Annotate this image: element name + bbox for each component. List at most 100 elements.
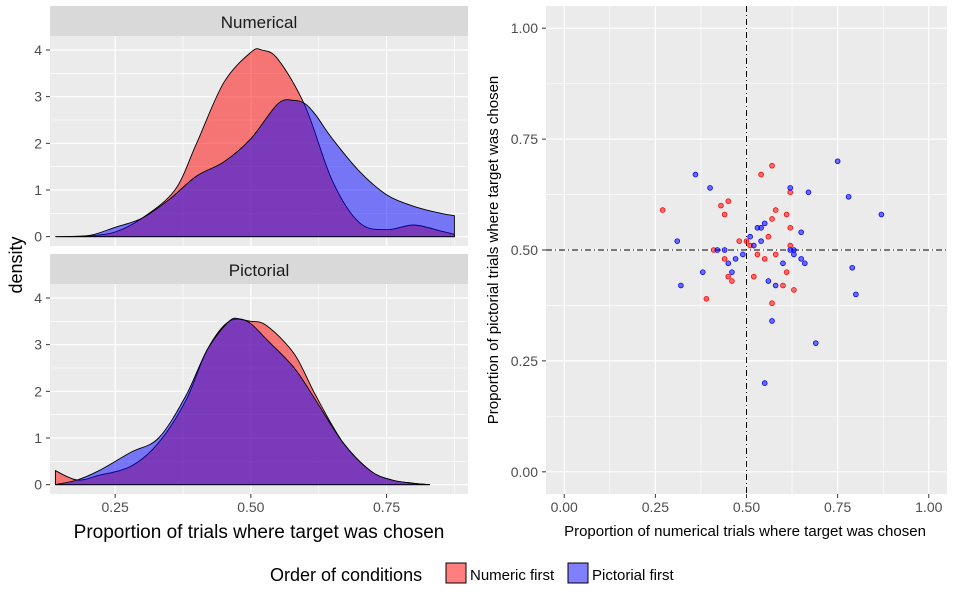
scatter-point-pictorial-first (769, 318, 775, 324)
y-tick-label: 2 (34, 135, 42, 151)
y-tick-label: 4 (34, 290, 42, 306)
scatter-point-pictorial-first (787, 185, 794, 191)
y-ticks-scatter: 0.00 0.25 0.50 0.75 1.00 (511, 20, 546, 480)
scatter-point-pictorial-first (798, 229, 804, 236)
density-area-numerical-pictorial-first (55, 99, 455, 238)
legend-label-pictorial-first: Pictorial first (592, 567, 675, 584)
scatter-point-pictorial-first (791, 251, 797, 258)
scatter-point-numeric-first (758, 171, 764, 178)
strip-numerical (50, 6, 468, 36)
y-tick-label: 2 (34, 383, 42, 399)
scatter-point-pictorial-first (725, 260, 732, 267)
strip-label-numerical: Numerical (221, 13, 298, 32)
y-tick-label: 3 (34, 89, 42, 105)
scatter-point-pictorial-first (707, 185, 713, 191)
scatter-point-numeric-first (761, 256, 768, 262)
y-tick-label: 0.50 (511, 242, 538, 258)
scatter-point-pictorial-first (714, 247, 721, 253)
x-ticks-density: 0.25 0.50 0.75 (102, 494, 400, 515)
legend: Order of conditions Numeric first Pictor… (270, 562, 675, 585)
scatter-point-numeric-first (783, 269, 790, 275)
legend-label-numeric-first: Numeric first (470, 567, 555, 584)
scatter-point-pictorial-first (853, 291, 859, 298)
scatter-point-pictorial-first (798, 256, 804, 262)
density-x-axis-label: Proportion of trials where target was ch… (74, 522, 445, 543)
scatter-point-numeric-first (772, 207, 779, 213)
scatter-point-numeric-first (769, 300, 775, 307)
reference-lines (546, 6, 947, 494)
density-y-axis-label: density (6, 236, 26, 293)
x-tick-label: 0.75 (373, 499, 400, 515)
scatter-point-pictorial-first (747, 233, 753, 240)
scatter-point-pictorial-first (758, 225, 764, 231)
y-tick-label: 1 (34, 430, 42, 446)
x-tick-label: 0.25 (642, 499, 669, 515)
scatter-point-pictorial-first (849, 264, 856, 271)
scatter-point-pictorial-first (761, 380, 768, 386)
density-areas-pictorial (54, 317, 431, 486)
scatter-point-numeric-first (787, 225, 794, 231)
strip-pictorial (50, 254, 468, 284)
x-tick-label: 0.25 (102, 499, 129, 515)
scatter-point-pictorial-first (750, 242, 757, 249)
density-areas-numerical (55, 48, 455, 238)
scatter-point-pictorial-first (845, 193, 852, 200)
scatter-point-numeric-first (725, 273, 732, 280)
scatter-point-numeric-first (769, 216, 775, 222)
scatter-point-numeric-first (721, 211, 728, 218)
scatter-point-pictorial-first (758, 238, 764, 244)
scatter-point-pictorial-first (772, 282, 779, 289)
scatter-point-numeric-first (729, 278, 735, 284)
scatter-x-axis-label: Proportion of numerical trials where tar… (564, 523, 926, 540)
x-tick-label: 0.00 (551, 499, 578, 515)
scatter-point-numeric-first (743, 238, 750, 244)
y-tick-label: 0.00 (511, 464, 538, 480)
x-tick-label: 0.50 (237, 499, 264, 515)
density-area-pictorial-pictorial-first (55, 317, 431, 486)
scatter-point-numeric-first (703, 295, 710, 302)
scatter-point-numeric-first (783, 211, 790, 218)
y-tick-label: 0.25 (511, 353, 538, 369)
scatter-point-pictorial-first (699, 269, 706, 275)
x-ticks-scatter: 0.00 0.25 0.50 0.75 1.00 (551, 494, 943, 515)
y-tick-label: 0 (34, 477, 42, 493)
scatter-point-numeric-first (721, 256, 728, 262)
x-tick-label: 1.00 (915, 499, 942, 515)
scatter-point-pictorial-first (878, 211, 885, 218)
scatter-point-pictorial-first (729, 269, 735, 275)
legend-key-pictorial-first (567, 562, 589, 584)
scatter-point-pictorial-first (761, 220, 768, 227)
scatter-panel: 0.00 0.25 0.50 0.75 1.00 0.00 0.25 0.50 0.75 1.0… (511, 6, 947, 515)
scatter-point-pictorial-first (721, 247, 728, 253)
scatter-points (659, 158, 885, 386)
scatter-point-numeric-first (772, 251, 779, 258)
scatter-point-numeric-first (769, 162, 775, 169)
scatter-point-pictorial-first (678, 282, 684, 289)
scatter-point-pictorial-first (674, 238, 681, 244)
scatter-y-axis-label: Proportion of pictorial trials where tar… (485, 76, 502, 425)
scatter-point-pictorial-first (802, 260, 808, 267)
y-ticks-pictorial: 0 1 2 3 4 (34, 290, 50, 493)
density-panel-pictorial: Pictorial 0 1 2 3 4 0.25 0.50 0.75 (34, 254, 468, 515)
scatter-point-pictorial-first (834, 158, 841, 165)
scatter-point-numeric-first (750, 273, 757, 280)
scatter-point-numeric-first (765, 233, 772, 240)
scatter-point-pictorial-first (740, 251, 746, 258)
scatter-point-pictorial-first (732, 256, 739, 262)
y-tick-label: 1 (34, 182, 42, 198)
scatter-point-pictorial-first (692, 171, 699, 178)
scatter-point-numeric-first (725, 198, 732, 205)
y-tick-label: 3 (34, 337, 42, 353)
scatter-point-numeric-first (718, 202, 724, 209)
density-panel-numerical: Numerical 0 1 2 3 4 (34, 6, 468, 246)
y-ticks-numerical: 0 1 2 3 4 (34, 42, 50, 245)
scatter-point-numeric-first (659, 207, 666, 213)
x-tick-label: 0.50 (733, 499, 760, 515)
strip-label-pictorial: Pictorial (229, 261, 289, 280)
y-tick-label: 1.00 (511, 20, 538, 36)
scatter-point-pictorial-first (765, 278, 772, 284)
legend-title: Order of conditions (270, 565, 422, 585)
y-tick-label: 0 (34, 229, 42, 245)
scatter-point-numeric-first (791, 287, 797, 293)
